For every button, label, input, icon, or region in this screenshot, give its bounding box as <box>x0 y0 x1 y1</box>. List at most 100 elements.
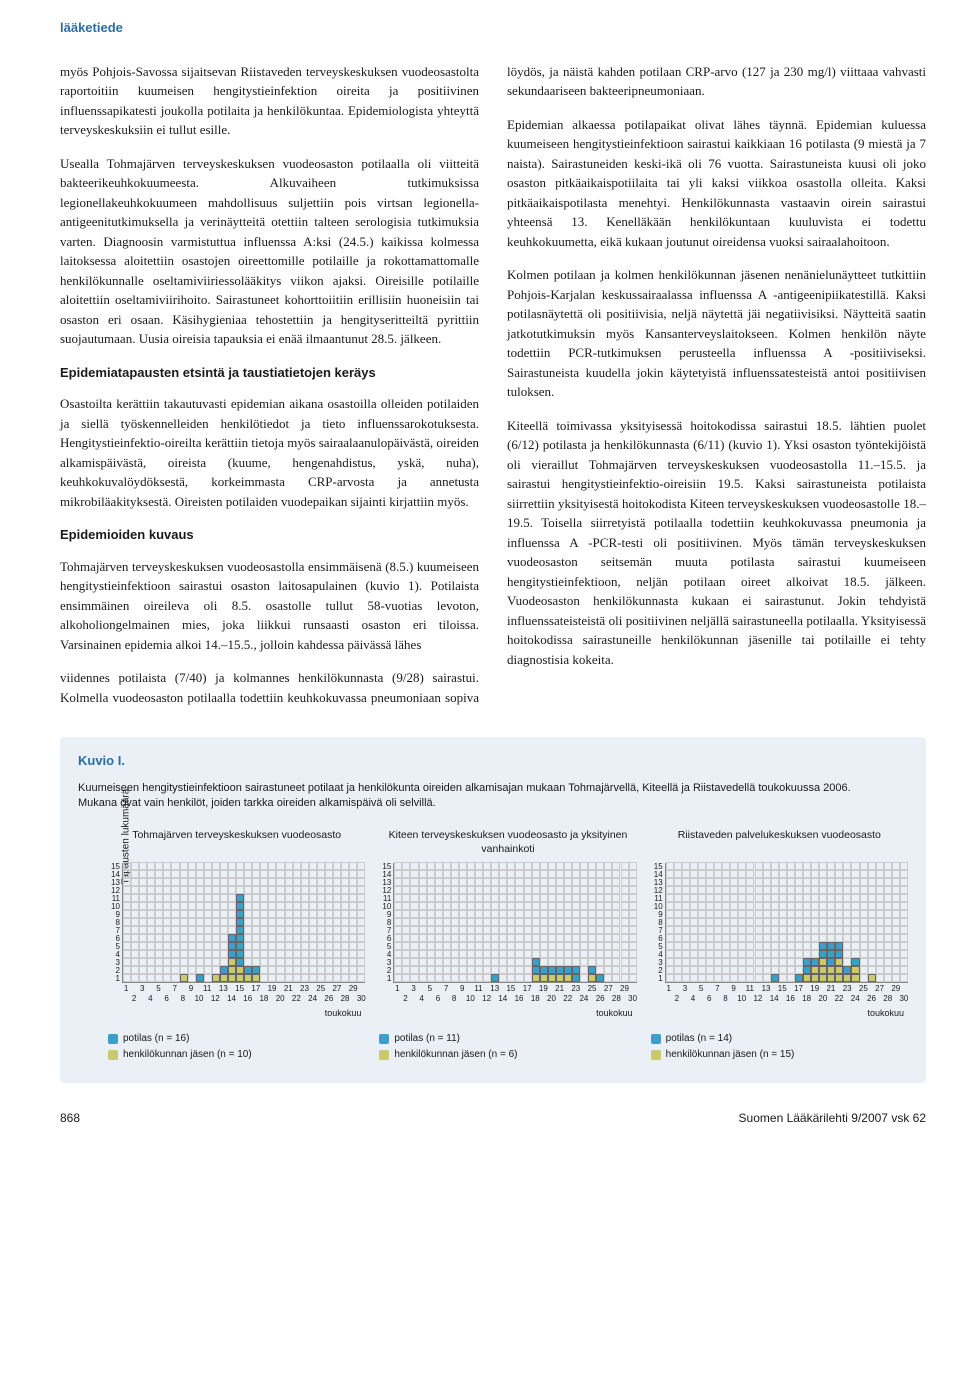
paragraph: Usealla Tohmajärven terveyskeskuksen vuo… <box>60 154 479 349</box>
x-tick: 14 <box>770 995 779 1003</box>
bar-staff <box>868 974 876 982</box>
x-tick: 16 <box>243 995 252 1003</box>
page-footer: 868 Suomen Lääkärilehti 9/2007 vsk 62 <box>60 1109 926 1127</box>
x-tick: 27 <box>604 985 613 993</box>
legend-item-staff: henkilökunnan jäsen (n = 6) <box>379 1047 636 1063</box>
x-tick: 20 <box>818 995 827 1003</box>
x-tick: 8 <box>723 995 727 1003</box>
x-tick: 6 <box>707 995 711 1003</box>
bar-patient <box>795 974 803 982</box>
x-ticks: 1357911131517192123252729246810121416182… <box>393 985 636 1005</box>
bar-patient <box>236 902 244 910</box>
x-tick: 30 <box>357 995 366 1003</box>
bar-patient <box>236 910 244 918</box>
bar-patient <box>811 958 819 966</box>
bar-staff <box>843 974 851 982</box>
x-tick: 4 <box>691 995 695 1003</box>
x-tick: 26 <box>324 995 333 1003</box>
x-tick: 11 <box>474 985 482 993</box>
legend-item-patient: potilas (n = 11) <box>379 1031 636 1047</box>
x-tick: 24 <box>851 995 860 1003</box>
bar-patient <box>236 942 244 950</box>
x-tick: 27 <box>332 985 341 993</box>
x-tick: 26 <box>867 995 876 1003</box>
x-tick: 11 <box>203 985 211 993</box>
x-tick: 1 <box>395 985 399 993</box>
panel-title: Riistaveden palvelukeskuksen vuodeosasto <box>651 829 908 857</box>
bar-patient <box>588 966 596 974</box>
figure-title: Kuvio I. <box>78 751 908 771</box>
x-tick: 13 <box>490 985 499 993</box>
x-tick: 17 <box>523 985 532 993</box>
grid-area <box>393 863 636 983</box>
x-tick: 21 <box>555 985 564 993</box>
x-tick: 17 <box>794 985 803 993</box>
y-tick: 1 <box>379 975 391 983</box>
x-tick: 29 <box>349 985 358 993</box>
x-tick: 19 <box>810 985 819 993</box>
bar-patient <box>819 950 827 958</box>
x-tick: 18 <box>531 995 540 1003</box>
x-tick: 2 <box>675 995 679 1003</box>
bar-staff <box>811 966 819 974</box>
bar-staff <box>564 974 572 982</box>
x-tick: 5 <box>156 985 160 993</box>
bar-patient <box>827 942 835 950</box>
x-tick: 22 <box>835 995 844 1003</box>
bar-staff <box>819 966 827 974</box>
x-tick: 3 <box>140 985 144 993</box>
swatch-staff <box>651 1050 661 1060</box>
x-tick: 19 <box>539 985 548 993</box>
swatch-patient <box>108 1034 118 1044</box>
x-tick: 18 <box>802 995 811 1003</box>
x-tick: 3 <box>683 985 687 993</box>
x-tick: 1 <box>124 985 128 993</box>
x-tick: 28 <box>341 995 350 1003</box>
paragraph: Kolmen potilaan ja kolmen henkilökunnan … <box>507 265 926 402</box>
paragraph: myös Pohjois-Savossa sijaitsevan Riistav… <box>60 62 479 140</box>
bar-staff <box>819 974 827 982</box>
bar-staff <box>244 974 252 982</box>
y-tick: 1 <box>651 975 663 983</box>
x-tick: 10 <box>195 995 204 1003</box>
x-tick: 26 <box>596 995 605 1003</box>
legend-label: potilas (n = 11) <box>394 1031 460 1047</box>
x-tick: 9 <box>189 985 193 993</box>
chart-panel: Kiteen terveyskeskuksen vuodeosasto ja y… <box>379 829 636 1063</box>
bar-patient <box>556 966 564 974</box>
legend-label: henkilökunnan jäsen (n = 10) <box>123 1047 252 1063</box>
page-number: 868 <box>60 1109 80 1127</box>
bar-staff <box>803 974 811 982</box>
y-ticks: 123456789101112131415 <box>108 863 122 983</box>
legend-item-patient: potilas (n = 14) <box>651 1031 908 1047</box>
x-tick: 4 <box>148 995 152 1003</box>
bar-staff <box>540 974 548 982</box>
y-axis-label-wrap: Tapausten lukumäärä <box>78 829 94 844</box>
x-tick: 20 <box>547 995 556 1003</box>
x-tick: 22 <box>292 995 301 1003</box>
bar-patient <box>491 974 499 982</box>
bar-patient <box>252 966 260 974</box>
bar-staff <box>548 974 556 982</box>
x-tick: 30 <box>899 995 908 1003</box>
bar-staff <box>851 966 859 974</box>
legend: potilas (n = 11)henkilökunnan jäsen (n =… <box>379 1031 636 1063</box>
x-tick: 20 <box>276 995 285 1003</box>
grid-area <box>122 863 365 983</box>
x-tick: 3 <box>411 985 415 993</box>
legend-label: potilas (n = 16) <box>123 1031 189 1047</box>
figure-box: Kuvio I. Kuumeiseen hengitystieinfektioo… <box>60 737 926 1083</box>
x-tick: 17 <box>251 985 260 993</box>
x-tick: 5 <box>428 985 432 993</box>
x-tick: 10 <box>466 995 475 1003</box>
x-tick: 7 <box>444 985 448 993</box>
bar-patient <box>236 958 244 966</box>
paragraph: Tohmajärven terveyskeskuksen vuodeosasto… <box>60 557 479 655</box>
bar-patient <box>572 966 580 974</box>
x-tick: 4 <box>419 995 423 1003</box>
bar-patient <box>835 950 843 958</box>
bar-staff <box>212 974 220 982</box>
x-tick: 14 <box>498 995 507 1003</box>
bar-patient <box>771 974 779 982</box>
bar-patient <box>228 934 236 942</box>
